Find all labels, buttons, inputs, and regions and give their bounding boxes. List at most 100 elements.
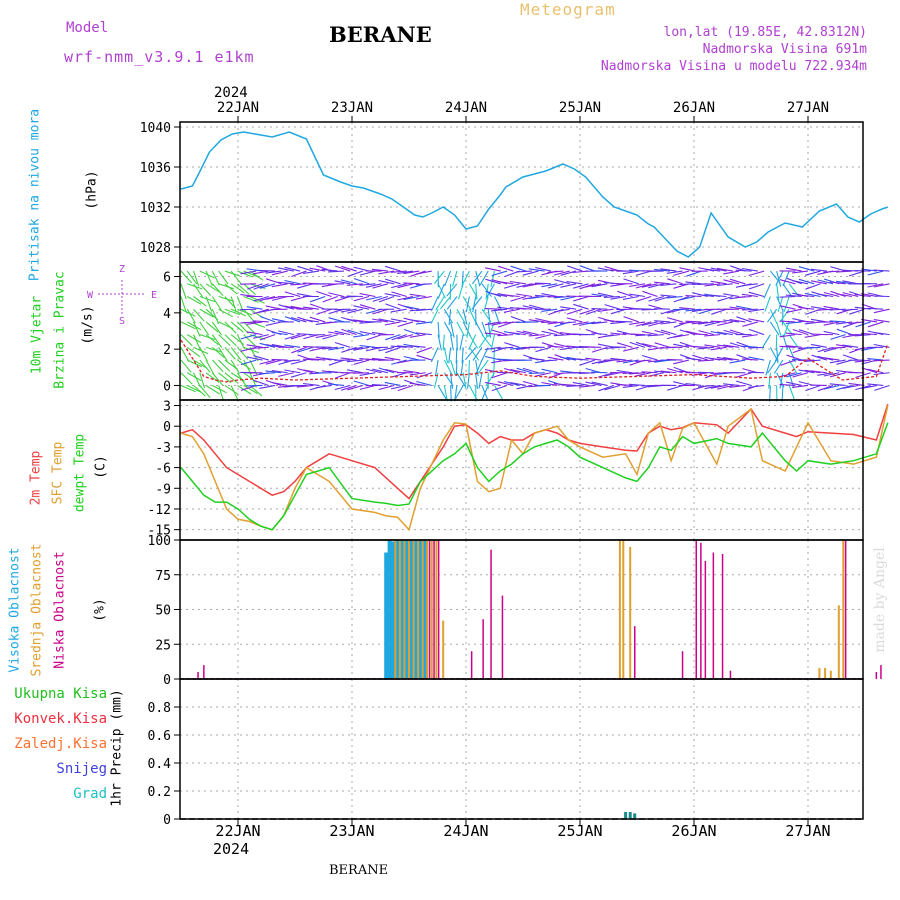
bottom-day-label: 27JAN [785, 822, 831, 840]
wind-arrow [416, 380, 432, 387]
wind-arrow [810, 306, 827, 310]
cloud-bar-niska [501, 595, 504, 679]
wind-arrow [836, 328, 853, 336]
wind-arrow [434, 359, 439, 376]
wind-arrow [384, 321, 401, 326]
cloud-bar-visoka [423, 540, 427, 679]
wind-arrow [516, 270, 533, 273]
wind-arrow [478, 334, 489, 349]
wind-arrow [462, 321, 471, 337]
wind-arrow [560, 383, 577, 387]
wind-arrow [783, 321, 790, 338]
wind-arrow [779, 383, 796, 387]
wind-arrow [491, 372, 508, 379]
wind-arrow [848, 382, 865, 387]
wind-arrow [497, 346, 514, 350]
wind-arrow [397, 270, 414, 275]
wind-arrow [842, 308, 859, 311]
wind-arrow [347, 308, 363, 314]
wind-arrow [246, 356, 263, 361]
wind-arrow [798, 306, 815, 310]
wind-arrow [829, 281, 846, 285]
cloud-bar-srednja [412, 540, 415, 679]
wind-arrow [211, 321, 222, 336]
wind-arrow [603, 295, 620, 298]
wind-arrow [783, 296, 790, 312]
wind-arrow [243, 308, 255, 322]
y-tick-label: 1040 [140, 121, 171, 136]
wind-arrow [578, 384, 595, 388]
wind-arrow [491, 270, 508, 277]
wind-arrow [284, 291, 301, 298]
wind-arrow [779, 295, 796, 298]
wind-arrow [247, 283, 263, 290]
wind-arrow [748, 318, 765, 323]
wind-arrow [723, 344, 740, 348]
wind-arrow [776, 321, 782, 338]
wind-arrow [635, 341, 652, 348]
wind-arrow [547, 321, 564, 325]
wind-arrow [205, 346, 222, 353]
cloud-bar-niska [721, 553, 724, 679]
y-tick-label: 0.6 [148, 729, 171, 744]
wind-arrow [205, 270, 213, 287]
wind-arrow [439, 296, 452, 310]
panel-frame [179, 399, 864, 541]
wind-arrow [710, 330, 727, 336]
cloud-bar-niska [470, 651, 473, 679]
wind-arrow [585, 381, 602, 387]
wind-arrow [365, 295, 382, 301]
wind-arrow [485, 278, 501, 285]
wind-arrow [409, 334, 426, 338]
wind-arrow [180, 372, 193, 385]
y-tick-label: 0.2 [148, 785, 171, 800]
wind-arrow [785, 345, 802, 348]
wind-arrow [541, 381, 558, 387]
cloud-bar-srednja [622, 540, 625, 679]
wind-arrow [528, 357, 545, 361]
wind-arrow [430, 308, 439, 324]
wind-arrow [346, 359, 363, 363]
wind-arrow [509, 280, 526, 285]
wind-arrow [353, 277, 370, 285]
wind-arrow [378, 270, 395, 275]
wind-arrow [211, 359, 224, 373]
wind-arrow [309, 267, 326, 272]
wind-arrow [748, 356, 765, 361]
wind-arrow [378, 384, 395, 391]
wind-arrow [249, 359, 258, 375]
wind-arrow [679, 295, 696, 301]
wind-arrow [493, 347, 496, 364]
wind-arrow [698, 321, 715, 325]
wind-arrow [478, 372, 483, 389]
wind-arrow [804, 346, 821, 349]
wind-arrow [365, 368, 382, 374]
wind-arrow [321, 346, 338, 350]
wind-arrow [566, 384, 583, 387]
cloud-bar-niska [681, 651, 684, 679]
wind-arrow [409, 293, 426, 298]
wind-arrow [180, 296, 187, 312]
wind-arrow [769, 308, 778, 325]
wind-arrow [591, 283, 608, 288]
wind-arrow [547, 283, 564, 289]
wind-arrow [768, 372, 771, 389]
wind-arrow [391, 372, 407, 378]
legend-snow: Snijeg [56, 761, 107, 777]
wind-arrow [218, 270, 229, 285]
wind-arrow [284, 266, 301, 272]
wind-arrow [309, 303, 326, 310]
wind-arrow [779, 305, 796, 310]
wind-arrow [303, 382, 320, 387]
bottom-day-label: 22JAN [215, 822, 261, 840]
wind-arrow [792, 270, 809, 274]
wind-arrow [741, 334, 758, 338]
wind-arrow [591, 308, 608, 310]
cloud-bar-srednja [824, 667, 827, 679]
wind-arrow [199, 321, 210, 336]
cloud-bar-srednja [426, 540, 429, 679]
wind-arrow [193, 359, 208, 369]
wind-arrow [503, 294, 520, 298]
wind-arrow [723, 270, 740, 275]
wind-arrow [560, 306, 577, 310]
